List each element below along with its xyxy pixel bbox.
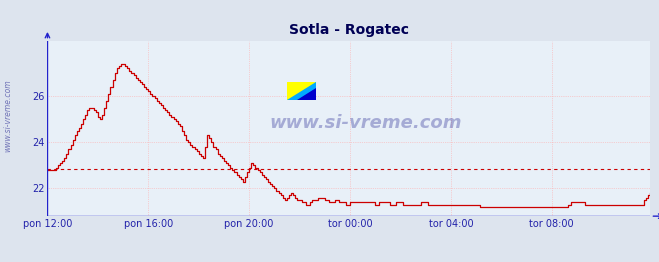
Text: www.si-vreme.com: www.si-vreme.com (3, 79, 13, 152)
Polygon shape (287, 82, 316, 100)
Text: www.si-vreme.com: www.si-vreme.com (270, 114, 462, 132)
Polygon shape (297, 88, 316, 100)
Title: Sotla - Rogatec: Sotla - Rogatec (289, 23, 409, 37)
Polygon shape (287, 82, 316, 100)
